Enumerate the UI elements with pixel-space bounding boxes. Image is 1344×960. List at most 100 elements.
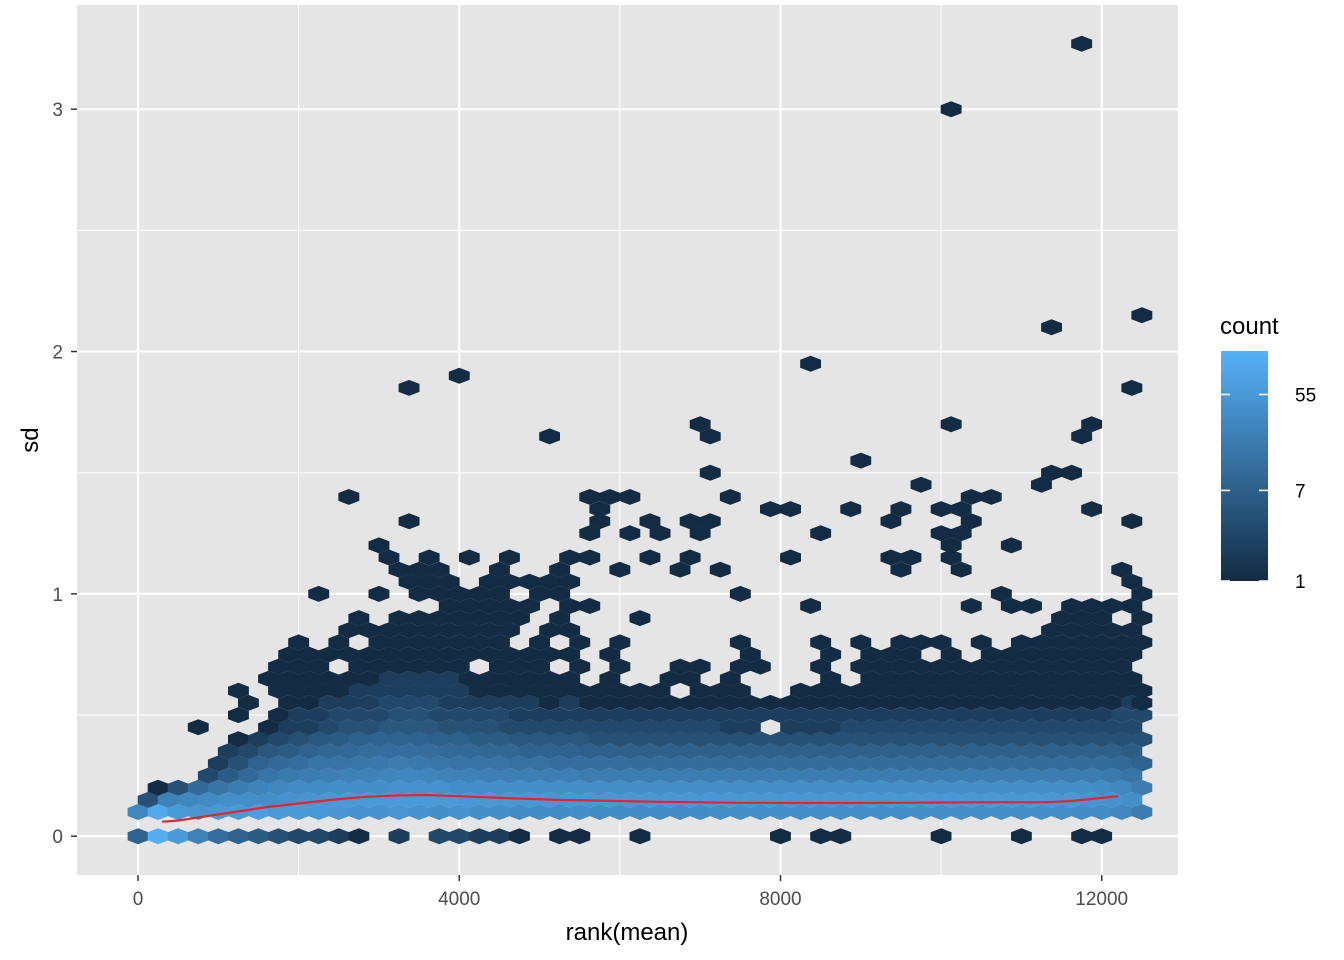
hexbin-cell xyxy=(970,634,992,651)
hexbin-cell xyxy=(489,585,510,602)
hexbin-cell xyxy=(960,791,982,808)
hexbin-cell xyxy=(980,489,1002,505)
legend-colorbar xyxy=(1221,351,1268,581)
hexbin-cell xyxy=(348,779,370,796)
hexbin-cell xyxy=(760,501,781,518)
hexbin-cell xyxy=(820,694,842,711)
hexbin-cell xyxy=(669,779,691,796)
hexbin-cell xyxy=(760,743,781,760)
hexbin-cell xyxy=(338,622,360,639)
hexbin-cell xyxy=(468,804,490,820)
hexbin-cell xyxy=(689,658,711,675)
hexbin-cell xyxy=(458,694,480,711)
hexbin-cell xyxy=(448,585,470,602)
hexbin-cell xyxy=(669,561,691,578)
hexbin-cell xyxy=(217,791,239,808)
hexbin-cell xyxy=(679,743,701,760)
hexbin-cell xyxy=(619,719,641,736)
x-tick-label: 8000 xyxy=(759,889,801,910)
hexbin-cell xyxy=(167,804,189,820)
hexbin-cell xyxy=(539,767,560,784)
hexbin-cell xyxy=(559,549,581,566)
hexbin-cell xyxy=(709,682,731,699)
hexbin-cell xyxy=(1021,694,1042,711)
hexbin-cell xyxy=(679,767,701,784)
hexbin-cell xyxy=(1081,416,1103,433)
hexbin-cell xyxy=(278,719,299,736)
hexbin-cell xyxy=(408,634,430,651)
smooth-trend-line xyxy=(162,793,1118,823)
hexbin-cell xyxy=(659,791,681,808)
hexbin-cell xyxy=(428,585,450,602)
hexbin-cell xyxy=(770,731,791,748)
hexbin-cell xyxy=(288,731,310,748)
hexbin-cell xyxy=(519,598,540,614)
hexbin-cell xyxy=(549,779,571,796)
hexbin-cell xyxy=(790,755,811,772)
hexbin-cell xyxy=(478,598,500,614)
hexbin-cell xyxy=(348,828,370,845)
hexbin-cell xyxy=(1111,707,1133,724)
hexbin-cell xyxy=(1041,767,1062,784)
hexbin-cell xyxy=(850,707,872,724)
hexbin-cell xyxy=(288,779,310,796)
hexbin-cell xyxy=(709,731,731,748)
hexbin-cell xyxy=(840,719,862,736)
hexbin-cell xyxy=(408,804,430,820)
hexbin-cell xyxy=(388,731,410,748)
hexbin-cell xyxy=(810,804,832,820)
hexbin-cell xyxy=(1111,634,1133,651)
hexbin-cell xyxy=(669,755,691,772)
hexbin-cell xyxy=(810,682,832,699)
hexbin-cell xyxy=(950,804,972,820)
hexbin-cell xyxy=(1131,707,1153,724)
hexbin-cell xyxy=(398,743,420,760)
hexbin-cell xyxy=(288,634,310,651)
hexbin-cell xyxy=(278,694,299,711)
hexbin-cell xyxy=(408,755,430,772)
hexbin-cell xyxy=(539,646,560,663)
hexbin-cell xyxy=(850,779,872,796)
hexbin-cell xyxy=(448,755,470,772)
hexbin-cell xyxy=(207,828,229,845)
hexbin-cell xyxy=(930,804,952,820)
y-tick-label: 0 xyxy=(52,827,63,848)
hexbin-cell xyxy=(1051,804,1072,820)
hexbin-cell xyxy=(790,779,811,796)
x-axis-title: rank(mean) xyxy=(566,919,689,946)
hexbin-cell xyxy=(619,525,641,542)
hexbin-cell xyxy=(1011,804,1032,820)
hexbin-cell xyxy=(920,743,942,760)
hexbin-cell xyxy=(850,731,872,748)
hexbin-cell xyxy=(1081,598,1103,614)
hexbin-cell xyxy=(649,779,671,796)
hexbin-cell xyxy=(689,755,711,772)
hexbin-cell xyxy=(1051,610,1072,627)
hexbin-cell xyxy=(589,513,611,530)
hexbin-cell xyxy=(1101,646,1123,663)
hexbin-cell xyxy=(348,804,370,820)
hexbin-cell xyxy=(408,731,430,748)
hexbin-cell xyxy=(569,779,591,796)
hexbin-cell xyxy=(1041,646,1062,663)
hexbin-cell xyxy=(800,694,821,711)
hexbin-cell xyxy=(780,549,801,566)
hexbin-cell xyxy=(830,804,852,820)
hexbin-cell xyxy=(709,779,731,796)
hexbin-cell xyxy=(599,694,621,711)
hexbin-cell xyxy=(679,791,701,808)
hexbin-cell xyxy=(288,828,310,845)
hexbin-cell xyxy=(790,804,811,820)
hexbin-cell xyxy=(228,828,249,845)
hexbin-cell xyxy=(1091,779,1113,796)
hexbin-cell xyxy=(810,707,832,724)
hexbin-cell xyxy=(308,755,330,772)
hexbin-cell xyxy=(1011,658,1032,675)
hexbin-cell xyxy=(1131,307,1153,324)
hexbin-cell xyxy=(438,670,460,687)
hexbin-cell xyxy=(860,743,882,760)
hexbin-cell xyxy=(539,719,560,736)
hexbin-cell xyxy=(960,598,982,614)
hexbin-cell xyxy=(589,707,611,724)
